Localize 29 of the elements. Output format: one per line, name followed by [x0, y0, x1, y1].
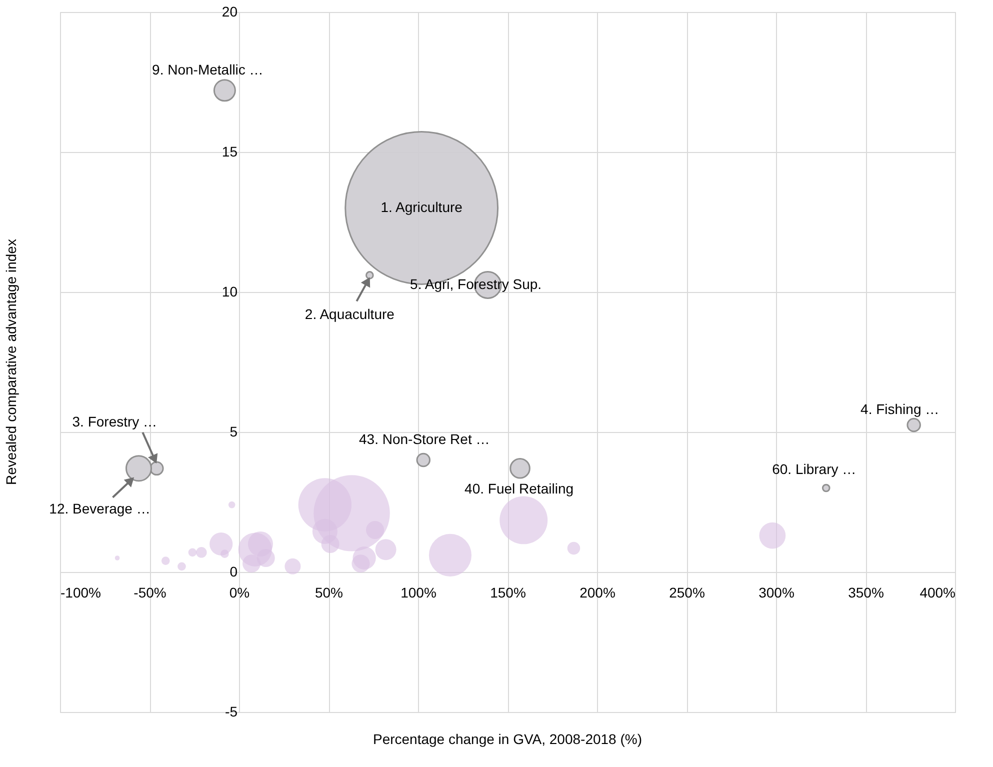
x-tick-label: 100%	[400, 584, 436, 600]
annotation: 2. Aquaculture	[304, 306, 395, 322]
annotation: 40. Fuel Retailing	[464, 480, 574, 496]
y-tick-label: 15	[222, 144, 238, 160]
y-tick-label: 0	[230, 564, 238, 580]
x-axis-title: Percentage change in GVA, 2008-2018 (%)	[372, 731, 642, 747]
annotation: 12. Beverage …	[49, 500, 150, 516]
x-tick-label: 50%	[314, 584, 344, 600]
annotation: 43. Non-Store Ret …	[359, 431, 490, 447]
x-tick-label: 0%	[229, 584, 250, 600]
x-tick-label: 200%	[580, 584, 616, 600]
annotation: 1. Agriculture	[380, 199, 463, 215]
x-tick-label: 350%	[848, 584, 884, 600]
y-axis-title: Revealed comparative advantage index	[3, 239, 19, 485]
y-tick-label: -5	[225, 704, 238, 720]
annotation: 5. Agri, Forestry Sup.	[410, 276, 542, 292]
x-tick-label: 250%	[669, 584, 705, 600]
y-tick-label: 20	[222, 4, 238, 20]
annotation: 4. Fishing …	[860, 401, 940, 417]
y-tick-label: 10	[222, 284, 238, 300]
x-tick-label: 300%	[758, 584, 794, 600]
annotation: 3. Forestry …	[72, 413, 158, 430]
x-tick-label: -100%	[60, 584, 101, 600]
x-tick-label: 400%	[920, 584, 956, 600]
annotation: 60. Library …	[772, 461, 856, 477]
x-tick-label: -50%	[134, 584, 166, 600]
annotation: 9. Non-Metallic …	[152, 61, 264, 78]
x-tick-label: 150%	[490, 584, 526, 600]
y-tick-label: 5	[230, 424, 238, 440]
